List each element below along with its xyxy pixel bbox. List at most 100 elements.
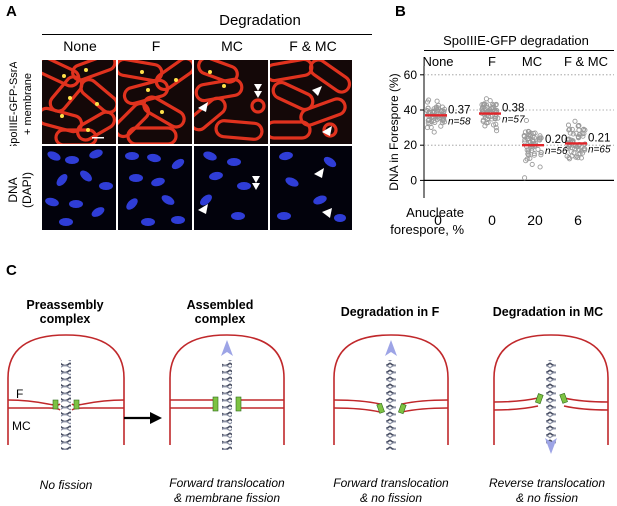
data-point-2-40 <box>522 137 528 143</box>
panel-c-letter: C <box>6 262 17 279</box>
stage-1-caption: No fission <box>0 478 132 492</box>
data-point-2-2 <box>537 164 543 170</box>
data-point-3-23 <box>571 150 577 156</box>
data-point-2-20 <box>531 152 537 158</box>
panel-b-letter: B <box>395 3 406 20</box>
data-point-2-8 <box>531 151 537 157</box>
stage-3-caption-line2: & no fission <box>359 491 423 505</box>
stage-3-caption: Forward translocation & no fission <box>318 476 464 506</box>
label-mother-cell: MC <box>12 419 31 433</box>
micrograph-membrane-f-mc <box>270 60 352 144</box>
chart-medians <box>425 112 587 147</box>
micrograph-membrane-mc <box>194 60 268 144</box>
col-label-none: None <box>63 38 97 54</box>
panel-a-letter: A <box>6 3 17 20</box>
data-point-2-25 <box>527 155 533 161</box>
anucleate-value-mc: 20 <box>527 212 543 228</box>
data-point-2-36 <box>537 133 543 139</box>
data-point-1-45 <box>494 128 500 134</box>
stage-1-caption-line1: No fission <box>39 478 93 492</box>
stage-2-diagram <box>169 334 285 450</box>
col-label-mc: MC <box>221 38 243 54</box>
data-point-3-49 <box>578 155 584 161</box>
data-point-2-42 <box>536 135 542 141</box>
data-point-0-33 <box>431 129 437 135</box>
data-point-1-17 <box>490 101 496 107</box>
progression-arrow <box>124 412 162 424</box>
row-label-membrane-line2: + membrane <box>22 73 34 135</box>
category-label-mc: MC <box>521 54 543 69</box>
row-label-membrane: SpoIIIE-GFP-SsrA* + membrane <box>3 56 39 151</box>
data-point-2-54 <box>522 129 528 135</box>
stage-4-caption-line2: & no fission <box>515 491 579 505</box>
data-point-1-31 <box>493 125 499 131</box>
stage-2-caption: Forward translocation & membrane fission <box>154 476 300 506</box>
data-point-3-53 <box>581 147 588 153</box>
data-point-1-52 <box>483 102 490 108</box>
stage-3-caption-line1: Forward translocation <box>333 476 449 490</box>
row-label-dna: DNA (DAPI) <box>3 148 39 232</box>
col-label-f: F <box>151 38 161 54</box>
stage-3-title-line1: Degradation in F <box>340 305 440 319</box>
row-label-dna-line1: DNA <box>6 177 20 202</box>
data-point-2-53 <box>523 117 529 124</box>
stage-2-caption-line1: Forward translocation <box>169 476 285 490</box>
anucleate-label-line2: forespore, % <box>390 222 464 237</box>
n-label-3: n=65 <box>588 144 611 155</box>
data-point-0-30 <box>432 119 438 125</box>
stage-3-title: Degradation in F <box>320 305 460 319</box>
stage-4-title: Degradation in MC <box>478 305 617 319</box>
data-point-1-55 <box>485 119 491 125</box>
label-forespore: F <box>16 387 23 401</box>
micrograph-dapi-none <box>42 146 116 230</box>
data-point-0-44 <box>441 109 447 115</box>
micrograph-dapi-mc <box>194 146 268 230</box>
stage-1-title-line1: Preassembly <box>26 298 104 312</box>
stage-4-caption-line1: Reverse translocation <box>488 476 606 490</box>
data-point-3-27 <box>569 126 575 132</box>
col-label-f-mc: F & MC <box>289 38 337 54</box>
panel-a-title-rule <box>42 34 372 35</box>
data-point-2-55 <box>527 133 533 139</box>
data-point-0-54 <box>439 104 446 110</box>
data-point-2-52 <box>531 135 537 141</box>
data-point-3-58 <box>582 127 588 133</box>
median-label-0: 0.37 <box>448 104 470 116</box>
chart-value-labels: 0.37n=58 0.38n=57 0.20n=56 0.21n=65 <box>448 103 611 158</box>
data-point-1-21 <box>483 96 489 102</box>
data-point-3-29 <box>564 153 570 159</box>
anucleate-label: Anucleate forespore, % <box>380 204 464 238</box>
data-point-3-44 <box>574 153 580 159</box>
data-point-3-54 <box>577 151 583 157</box>
data-point-2-49 <box>535 146 541 152</box>
data-point-2-45 <box>525 128 531 134</box>
stage-1-diagram: F MC <box>7 334 125 450</box>
data-point-0-28 <box>434 98 440 104</box>
stage-2-title-line1: Assembled <box>186 298 254 312</box>
stage-4-caption: Reverse translocation & no fission <box>474 476 617 506</box>
category-label-none: None <box>422 54 454 69</box>
stage-2-caption-line2: & membrane fission <box>173 491 281 505</box>
data-point-3-46 <box>575 123 581 129</box>
data-point-3-55 <box>574 144 580 150</box>
n-label-1: n=57 <box>502 115 525 126</box>
data-point-3-62 <box>580 133 586 139</box>
micrograph-dapi-f <box>118 146 192 230</box>
panel-b-title-rule <box>424 50 614 51</box>
data-point-1-53 <box>490 105 496 111</box>
data-point-1-36 <box>480 117 486 123</box>
data-point-0-57 <box>424 99 431 105</box>
micrograph-membrane-none <box>42 60 116 144</box>
chart-ytick-label-1: 40 <box>404 103 418 117</box>
row-label-membrane-line1: SpoIIIE-GFP-SsrA* <box>8 62 20 146</box>
median-label-1: 0.38 <box>502 103 524 115</box>
stage-4-diagram <box>493 334 609 454</box>
data-point-2-37 <box>538 149 544 155</box>
data-point-1-30 <box>493 102 499 108</box>
anucleate-value-f-mc: 6 <box>574 212 582 228</box>
chart-ytick-label-0: 60 <box>404 68 418 82</box>
data-point-0-50 <box>434 117 440 123</box>
stage-2-title-line2: complex <box>194 312 246 326</box>
n-label-2: n=56 <box>545 146 568 157</box>
